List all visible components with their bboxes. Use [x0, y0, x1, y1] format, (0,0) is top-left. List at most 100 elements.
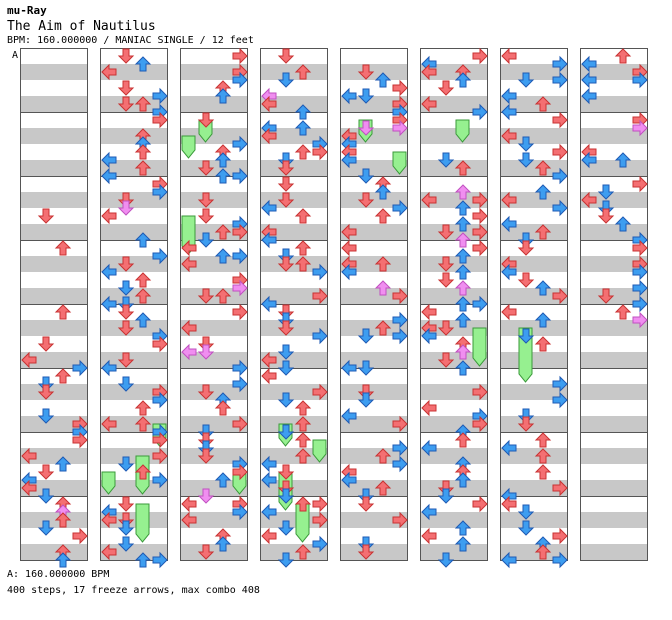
beat-stripe: [260, 512, 328, 528]
beat-stripe: [260, 416, 328, 432]
beat-stripe: [100, 128, 168, 144]
beat-stripe: [20, 512, 88, 528]
beat-stripe: [260, 320, 328, 336]
step-arrow-down: [198, 208, 214, 224]
step-arrow-up: [535, 464, 551, 480]
beat-stripe: [100, 352, 168, 368]
freeze-arrow: [392, 151, 407, 175]
beat-stripe: [580, 480, 648, 496]
beat-stripe: [260, 64, 328, 80]
beat-stripe: [500, 288, 568, 304]
step-arrow-left: [261, 368, 277, 384]
beat-stripe: [100, 288, 168, 304]
step-arrow-down: [518, 272, 534, 288]
beat-stripe: [180, 96, 248, 112]
beat-stripe: [420, 160, 488, 176]
step-arrow-up: [295, 208, 311, 224]
beat-stripe: [340, 192, 408, 208]
beat-stripe: [500, 64, 568, 80]
step-arrow-left: [501, 304, 517, 320]
beat-stripe: [340, 544, 408, 560]
beat-stripe: [180, 352, 248, 368]
beat-stripe: [100, 448, 168, 464]
beat-stripe: [500, 96, 568, 112]
beat-stripe: [20, 320, 88, 336]
step-arrow-right: [232, 48, 248, 64]
beat-stripe: [180, 288, 248, 304]
beat-stripe: [580, 256, 648, 272]
beat-stripe: [420, 512, 488, 528]
beat-stripe: [500, 416, 568, 432]
beat-stripe: [20, 480, 88, 496]
beat-stripe: [260, 352, 328, 368]
beat-stripe: [100, 384, 168, 400]
step-arrow-right: [632, 176, 648, 192]
step-arrow-up: [535, 432, 551, 448]
beat-stripe: [180, 448, 248, 464]
beat-stripe: [500, 128, 568, 144]
beat-stripe: [100, 160, 168, 176]
beat-stripe: [420, 128, 488, 144]
chart-column: [180, 48, 248, 561]
beat-stripe: [180, 192, 248, 208]
beat-stripe: [180, 544, 248, 560]
beat-stripe: [20, 160, 88, 176]
beat-stripe: [340, 512, 408, 528]
step-arrow-up: [295, 432, 311, 448]
freeze-arrow: [312, 439, 327, 463]
beat-stripe: [260, 160, 328, 176]
beat-stripe: [500, 448, 568, 464]
beat-stripe: [100, 256, 168, 272]
step-arrow-down: [118, 48, 134, 64]
beat-stripe: [260, 224, 328, 240]
beat-stripe: [180, 160, 248, 176]
column-border: [260, 48, 328, 561]
beat-stripe: [20, 256, 88, 272]
chart-info: BPM: 160.000000 / MANIAC SINGLE / 12 fee…: [7, 35, 254, 46]
bpm-line: A: 160.000000 BPM: [7, 569, 110, 580]
beat-stripe: [340, 256, 408, 272]
beat-stripe: [500, 160, 568, 176]
beat-stripe: [580, 224, 648, 240]
freeze-arrow: [101, 471, 116, 495]
chart-column: [340, 48, 408, 561]
beat-stripe: [420, 288, 488, 304]
beat-stripe: [420, 96, 488, 112]
step-arrow-up: [375, 208, 391, 224]
chart-column: [420, 48, 488, 561]
beat-stripe: [100, 224, 168, 240]
beat-stripe: [180, 256, 248, 272]
beat-stripe: [20, 352, 88, 368]
step-arrow-right: [472, 240, 488, 256]
beat-stripe: [340, 288, 408, 304]
freeze-arrow: [455, 119, 470, 143]
step-arrow-right: [552, 528, 568, 544]
step-arrow-down: [358, 496, 374, 512]
beat-stripe: [580, 416, 648, 432]
beat-stripe: [340, 128, 408, 144]
beat-stripe: [500, 224, 568, 240]
beat-stripe: [420, 416, 488, 432]
beat-stripe: [420, 352, 488, 368]
step-arrow-down: [438, 80, 454, 96]
beat-stripe: [500, 352, 568, 368]
step-arrow-left: [181, 496, 197, 512]
beat-stripe: [340, 64, 408, 80]
column-border: [340, 48, 408, 561]
step-arrow-down: [38, 464, 54, 480]
beat-stripe: [420, 544, 488, 560]
step-arrow-left: [101, 208, 117, 224]
beat-stripe: [580, 160, 648, 176]
beat-stripe: [180, 512, 248, 528]
column-border: [180, 48, 248, 561]
section-marker: A: [12, 50, 18, 61]
column-border: [500, 48, 568, 561]
step-arrow-left: [341, 240, 357, 256]
step-arrow-down: [278, 176, 294, 192]
beat-stripe: [420, 320, 488, 336]
beat-stripe: [500, 256, 568, 272]
step-arrow-right: [552, 112, 568, 128]
step-arrow-right: [72, 528, 88, 544]
column-border: [100, 48, 168, 561]
step-arrow-down: [518, 240, 534, 256]
